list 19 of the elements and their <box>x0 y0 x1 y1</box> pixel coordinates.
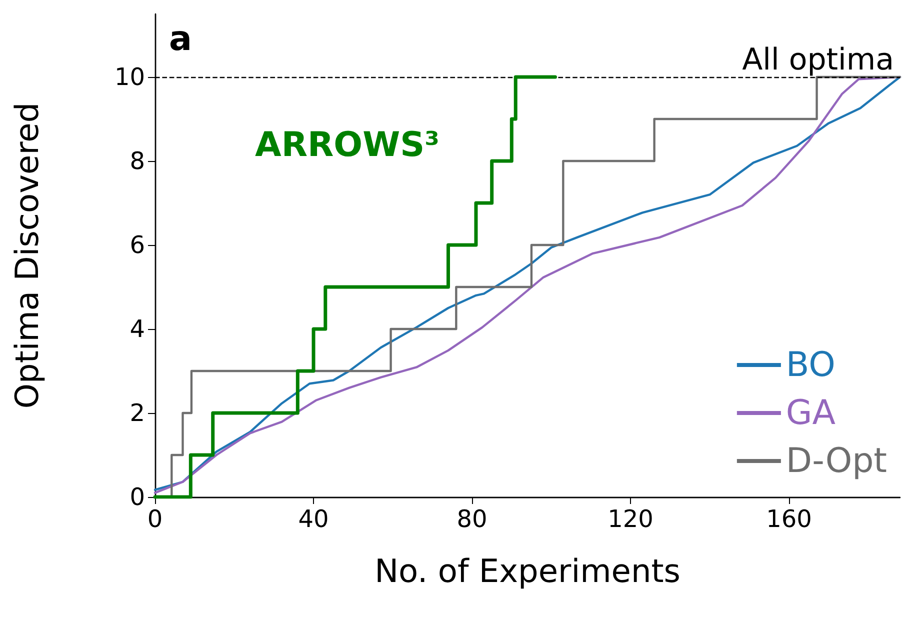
series-label: ARROWS³ <box>255 125 440 165</box>
annotation: a <box>169 19 192 59</box>
ref-line-label: All optima <box>742 42 894 78</box>
y-axis-title: Optima Discovered <box>8 102 46 409</box>
y-tick-label: 4 <box>130 315 145 343</box>
legend-label: BO <box>786 345 836 385</box>
x-axis-title: No. of Experiments <box>374 552 680 590</box>
legend-label: GA <box>786 393 836 433</box>
x-tick-label: 80 <box>456 505 488 533</box>
x-tick-label: 120 <box>608 505 654 533</box>
x-tick-label: 160 <box>766 505 812 533</box>
x-tick-label: 0 <box>147 505 163 533</box>
y-tick-label: 6 <box>130 231 145 259</box>
y-tick-label: 0 <box>130 483 145 511</box>
y-tick-label: 2 <box>130 399 145 427</box>
x-tick-label: 40 <box>298 505 329 533</box>
y-tick-label: 10 <box>114 63 145 91</box>
y-tick-label: 8 <box>130 147 145 175</box>
legend-label: D-Opt <box>786 441 888 481</box>
